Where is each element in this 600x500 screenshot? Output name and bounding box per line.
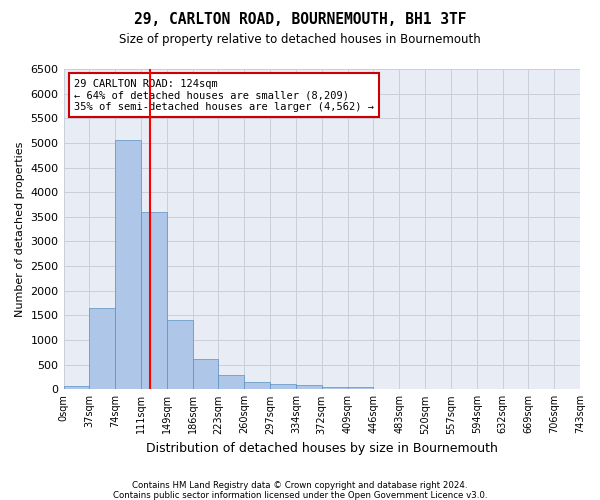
Bar [347, 386, 373, 390]
Bar [244, 382, 270, 390]
Bar [115, 140, 141, 390]
Text: Size of property relative to detached houses in Bournemouth: Size of property relative to detached ho… [119, 32, 481, 46]
X-axis label: Distribution of detached houses by size in Bournemouth: Distribution of detached houses by size … [146, 442, 498, 455]
Bar [193, 359, 218, 390]
Y-axis label: Number of detached properties: Number of detached properties [15, 142, 25, 317]
Bar [270, 384, 296, 390]
Bar [296, 386, 322, 390]
Bar [167, 320, 193, 390]
Text: 29, CARLTON ROAD, BOURNEMOUTH, BH1 3TF: 29, CARLTON ROAD, BOURNEMOUTH, BH1 3TF [134, 12, 466, 28]
Text: Contains HM Land Registry data © Crown copyright and database right 2024.: Contains HM Land Registry data © Crown c… [132, 481, 468, 490]
Text: 29 CARLTON ROAD: 124sqm
← 64% of detached houses are smaller (8,209)
35% of semi: 29 CARLTON ROAD: 124sqm ← 64% of detache… [74, 78, 374, 112]
Text: Contains public sector information licensed under the Open Government Licence v3: Contains public sector information licen… [113, 491, 487, 500]
Bar [322, 386, 347, 390]
Bar [64, 386, 89, 390]
Bar [89, 308, 115, 390]
Bar [141, 212, 167, 390]
Bar [218, 375, 244, 390]
